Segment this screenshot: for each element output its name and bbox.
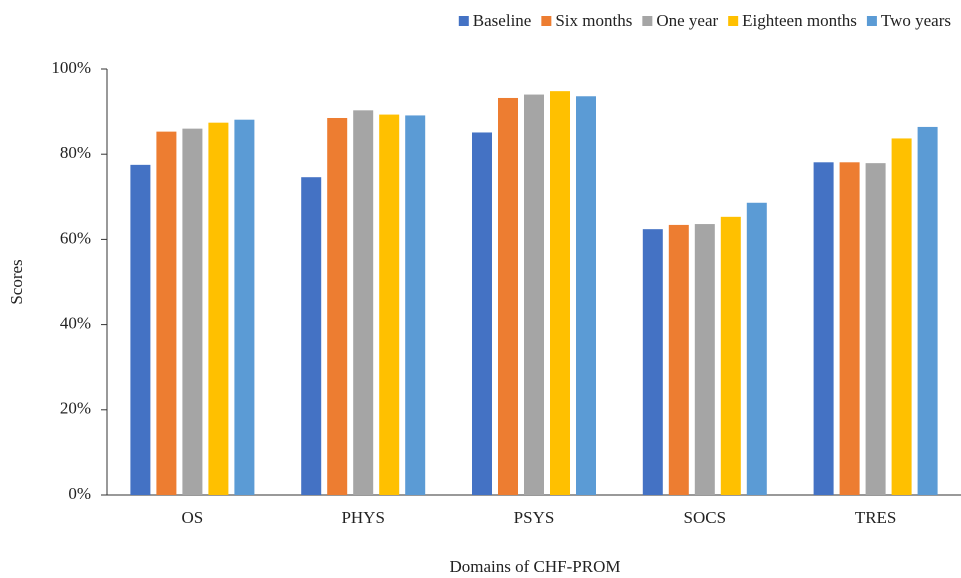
bar [865,163,886,495]
legend-swatch [728,16,739,26]
bar [301,177,322,496]
y-tick-label: 0% [68,484,91,503]
y-tick-label: 60% [60,228,91,247]
bar [182,128,203,495]
bar [156,131,177,495]
bar [839,162,860,495]
bar [353,110,374,496]
bar [813,162,834,495]
x-axis-label: Domains of CHF-PROM [450,557,621,576]
legend-swatch [642,16,653,26]
legend-label: Two years [881,11,951,30]
bar [498,97,518,495]
y-tick-label: 20% [60,399,91,418]
bar [379,114,400,495]
x-tick-label: SOCS [684,508,727,527]
y-tick-label: 100% [51,58,91,77]
bar [746,202,767,495]
bar [917,126,938,495]
y-axis-label: Scores [7,259,26,304]
bar [208,122,229,496]
legend-label: Eighteen months [742,11,857,30]
bar [524,94,544,495]
x-tick-label: PHYS [341,508,384,527]
x-tick-label: OS [182,508,204,527]
y-tick-label: 40% [60,314,91,333]
legend-label: Six months [555,11,632,30]
bar [694,224,715,495]
legend-swatch [541,16,552,26]
bar [130,164,151,495]
bar [550,91,570,495]
legend-swatch [866,16,877,26]
legend-label: Baseline [473,11,532,30]
x-tick-label: TRES [855,508,897,527]
bar [642,229,663,495]
bar [576,96,596,495]
bar [234,119,255,495]
y-tick-label: 80% [60,143,91,162]
bar [405,115,426,496]
bar [327,117,348,496]
bar [891,138,912,496]
x-tick-label: PSYS [514,508,555,527]
bar [472,132,492,495]
legend-swatch [458,16,469,26]
legend-label: One year [656,11,718,30]
bar [720,216,741,495]
bar [668,224,689,495]
